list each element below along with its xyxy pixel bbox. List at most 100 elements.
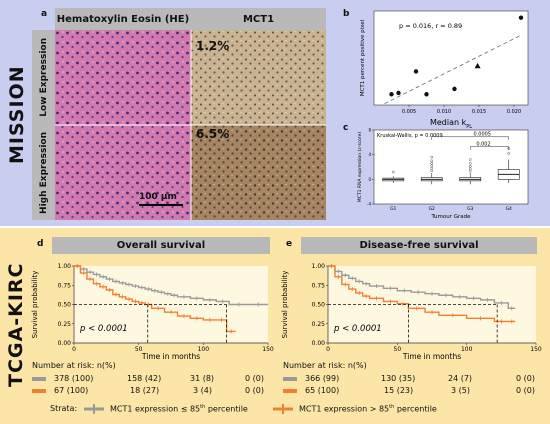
risk-cell: 130 (35)	[381, 374, 416, 383]
box-outlier	[430, 164, 434, 168]
y-axis-label: MCT1 percent positive pixel	[360, 19, 366, 96]
box-outlier	[430, 159, 434, 163]
mct1-column-header: MCT1	[191, 8, 326, 30]
row-label-high-text: High Expression	[38, 131, 49, 214]
survival-curve-low	[74, 265, 268, 306]
strata-label: Strata:	[50, 404, 78, 413]
panel-e-km-plot: 0.00 0.25 0.50 0.75 1.00 0 50 100 150 p < 0.0001 S…	[281, 263, 542, 360]
x-tick-label: 0	[326, 346, 330, 353]
y-tick-label: 0.25	[312, 321, 326, 328]
histology-images	[55, 30, 326, 220]
trend-line	[384, 34, 522, 105]
pct-high-label: 6.5%	[196, 127, 230, 141]
risk-low-swatch	[32, 377, 46, 381]
survival-curve-high	[74, 265, 236, 333]
x-tick-label: 50	[135, 346, 143, 353]
mission-side-label: MISSION	[6, 65, 28, 165]
risk-cell: 18 (27)	[130, 386, 160, 395]
panel-e-letter: e	[286, 239, 293, 249]
x-tick-label: 150	[530, 346, 542, 353]
risk-cell: 24 (7)	[448, 374, 473, 383]
x-tick-label: G2	[429, 206, 435, 212]
p-value-annotation: p < 0.0001	[79, 324, 128, 334]
x-tick-label: G4	[506, 206, 512, 212]
legend-low-tail: percentile	[205, 404, 248, 414]
box-outlier	[430, 169, 434, 173]
scatter-point-triangle	[474, 62, 481, 69]
x-tick-label: 0	[72, 346, 76, 353]
plot-area	[373, 10, 529, 106]
strata-legend: Strata: MCT1 expression ≤ 85th percentil…	[50, 402, 530, 416]
panel-b-letter: b	[343, 9, 350, 19]
box-outlier	[468, 167, 472, 171]
panel-b-scatter: 0.005 0.010 0.015 0.020 p = 0.016, r = 0.89 M…	[360, 10, 529, 129]
y-tick-label: 0.75	[312, 282, 326, 289]
risk-cell: 158 (42)	[127, 374, 162, 383]
test-annotation: Kruskal-Wallis, p = 0.0009	[377, 133, 443, 139]
x-tick-label: G3	[467, 206, 473, 212]
legend-high-tail: percentile	[394, 404, 437, 414]
row-label-high: High Expression	[32, 125, 55, 220]
x-tick-label: 150	[262, 346, 274, 353]
panel-a-letter: a	[41, 9, 48, 19]
risk-cell: 0 (0)	[516, 386, 535, 395]
x-tick-label: 50	[394, 346, 402, 353]
y-axis-label: MCT1 RNA expression (z-score)	[357, 132, 363, 203]
x-axis-label-sub: PL	[466, 124, 472, 129]
y-tick-label: 4	[368, 152, 371, 157]
x-tick-label: 0.010	[437, 109, 451, 115]
panel-d-risk-high-row: 67 (100) 18 (27) 3 (4) 0 (0)	[32, 386, 272, 396]
legend-low-marker	[84, 404, 104, 414]
y-tick-label: 8	[368, 128, 371, 133]
legend-low-main: MCT1 expression ≤ 85	[110, 404, 201, 414]
risk-cell: 65 (100)	[305, 386, 340, 395]
x-tick-label: 100	[198, 346, 210, 353]
panel-c-boxplot: -4 0 4 8 G1 G2 G3 G4 0.0005 0.002 Kruskal-Wallis, …	[357, 128, 529, 220]
plot-area	[373, 129, 529, 205]
survival-curve-high	[328, 265, 516, 323]
risk-cell: 0 (0)	[516, 374, 535, 383]
x-tick-label: 100	[461, 346, 473, 353]
panel-d-letter: d	[37, 239, 44, 249]
mct1-high-image	[191, 125, 326, 220]
p-value-annotation: p < 0.0001	[333, 324, 382, 334]
box-outlier	[468, 170, 472, 173]
legend-low-sup: th	[200, 404, 206, 410]
legend-low-text: MCT1 expression ≤ 85th percentile	[110, 404, 248, 414]
y-tick-label: 0	[368, 177, 371, 182]
y-tick-label: 0.00	[312, 340, 326, 347]
legend-high-sup: th	[389, 404, 395, 410]
risk-cell: 366 (99)	[305, 374, 340, 383]
scatter-point	[413, 69, 419, 74]
risk-cell: 15 (23)	[384, 386, 414, 395]
risk-cell: 31 (8)	[190, 374, 215, 383]
he-low-image	[55, 30, 191, 125]
y-axis-label: Survival probability	[31, 271, 39, 339]
panel-d-km-plot: 0.00 0.25 0.50 0.75 1.00 0 50 100 150 p < 0.0001 S…	[31, 263, 274, 360]
box-outlier	[430, 162, 434, 165]
box-outlier	[430, 155, 434, 159]
y-tick-label: 0.50	[312, 302, 326, 309]
risk-low-swatch	[283, 377, 297, 381]
scatter-point	[452, 86, 457, 92]
y-tick-label: 0.25	[58, 321, 72, 328]
panel-e-risk-title: Number at risk: n(%)	[283, 361, 367, 370]
y-tick-label: -4	[367, 202, 371, 207]
scatter-point	[396, 90, 401, 96]
risk-high-swatch	[32, 389, 46, 393]
box-outlier	[430, 166, 434, 170]
x-axis-label: Time in months	[141, 352, 200, 360]
x-axis-label: Time in months	[402, 352, 461, 360]
panel-e-risk-low-row: 366 (99) 130 (35) 24 (7) 0 (0)	[283, 374, 543, 384]
risk-cell: 67 (100)	[54, 386, 89, 395]
y-tick-label: 1.00	[58, 263, 72, 270]
y-tick-label: 0.75	[58, 282, 72, 289]
scatter-point	[389, 92, 394, 97]
panel-d-risk-low-row: 378 (100) 158 (42) 31 (8) 0 (0)	[32, 374, 272, 384]
box-outlier	[391, 170, 395, 174]
box-outlier	[507, 152, 511, 155]
legend-high-text: MCT1 expression > 85th percentile	[299, 404, 437, 414]
risk-cell: 378 (100)	[54, 374, 94, 383]
he-column-header: Hematoxylin Eosin (HE)	[55, 8, 191, 30]
panel-e-risk-high-row: 65 (100) 15 (23) 3 (5) 0 (0)	[283, 386, 543, 396]
